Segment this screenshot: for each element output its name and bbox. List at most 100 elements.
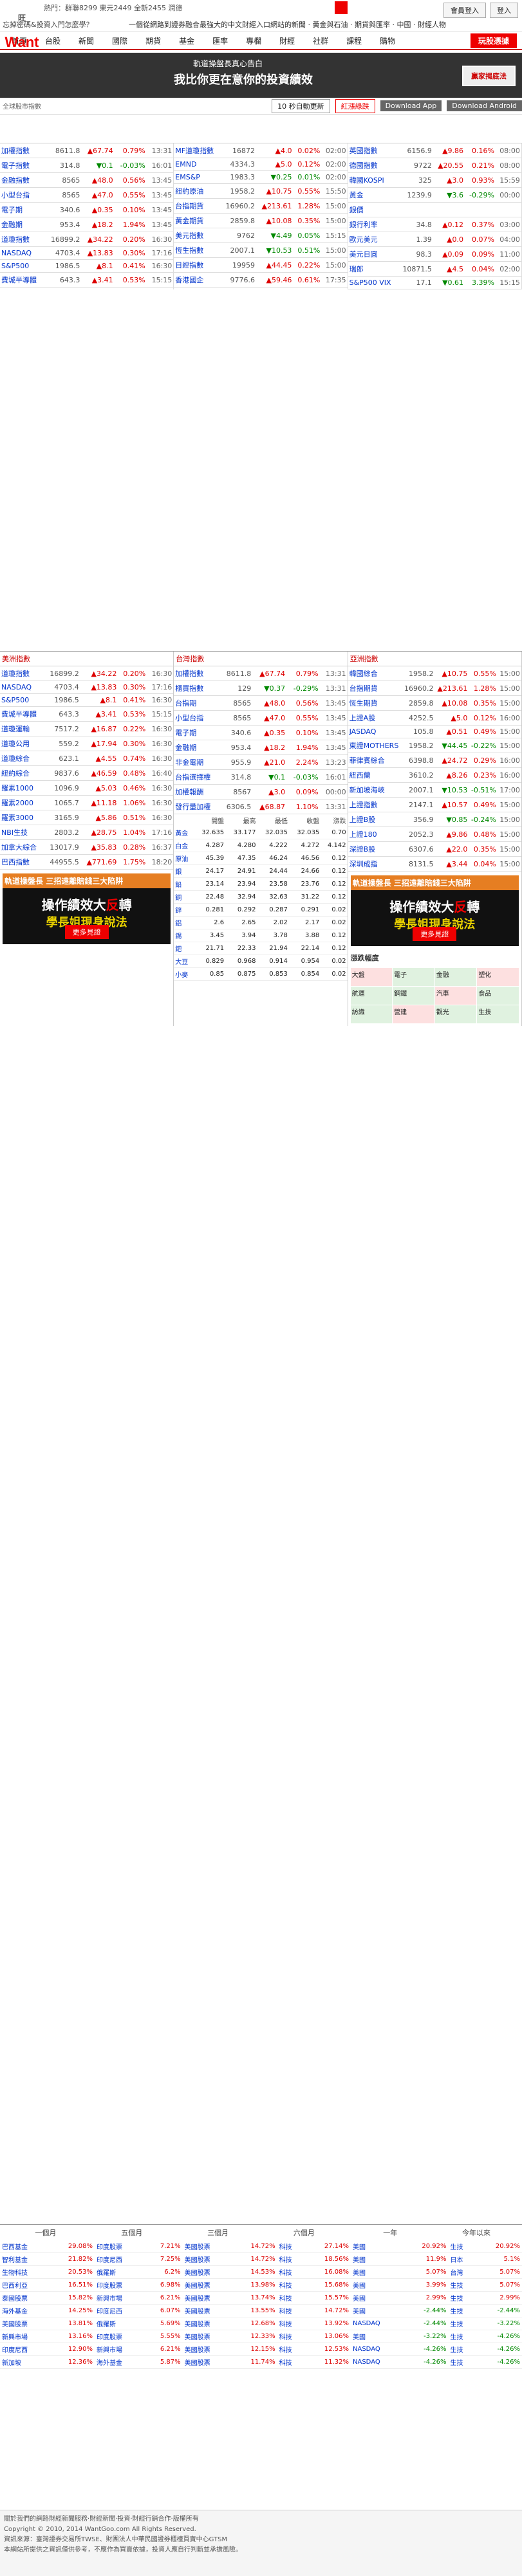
fund-name[interactable]: 生技: [448, 2343, 476, 2356]
fund-name[interactable]: 生技: [448, 2291, 476, 2305]
quote-row[interactable]: 上證B股 356.9 ▼0.85 -0.24% 15:00: [348, 812, 521, 827]
fund-name[interactable]: 新興市場: [95, 2291, 144, 2305]
quote-name[interactable]: 道瓊公用: [0, 736, 44, 751]
fund-row[interactable]: 生物科技 20.53% 俄羅斯 6.2% 美國股票 14.53% 科技 16.08% 美國 5.0…: [0, 2265, 522, 2279]
quote-row[interactable]: 美元指數 9762 ▼4.49 0.05% 15:15: [174, 228, 348, 243]
footer-links[interactable]: 關於我們的網路財經新聞服務·財經新聞·投資·財經行銷合作·版權所有: [4, 2516, 199, 2523]
period-tab[interactable]: 五個月: [121, 2229, 143, 2237]
quote-name[interactable]: 小型台指: [0, 187, 44, 203]
quote-row[interactable]: 深圳成指 8131.5 ▲3.44 0.04% 15:00: [348, 856, 521, 872]
quote-name[interactable]: 紐約原油: [174, 183, 221, 199]
quote-row[interactable]: MF道瓊指數 16872 ▲4.0 0.02% 02:00: [174, 143, 348, 158]
quote-name[interactable]: 深圳成指: [348, 856, 402, 872]
quote-row[interactable]: 恆生指數 2007.1 ▼10.53 0.51% 15:00: [174, 242, 348, 258]
quote-name[interactable]: 台指期貨: [348, 681, 402, 696]
quote-row[interactable]: 歐元美元 1.39 ▲0.0 0.07% 04:00: [348, 232, 521, 247]
quote-name[interactable]: NBI生技: [0, 825, 44, 840]
period-tab[interactable]: 今年以來: [462, 2229, 491, 2237]
quote-name[interactable]: 加權指數: [0, 143, 44, 158]
fund-name[interactable]: 泰國股票: [0, 2291, 49, 2305]
quote-name[interactable]: 香港國企: [174, 272, 221, 288]
fund-name[interactable]: 科技: [277, 2304, 305, 2317]
quote-row[interactable]: 上證指數 2147.1 ▲10.57 0.49% 15:00: [348, 797, 521, 812]
heatmap-cell[interactable]: 鋼鐵: [393, 987, 434, 1005]
commodity-row[interactable]: 銅 22.48 32.94 32.63 31.22 0.12: [174, 890, 348, 904]
fund-name[interactable]: 美國: [351, 2304, 402, 2317]
quote-name[interactable]: 道瓊綜合: [0, 751, 44, 766]
quote-row[interactable]: 台指選擇權 314.8 ▼0.1 -0.03% 16:01: [174, 769, 348, 785]
quote-name[interactable]: 金融期: [0, 217, 44, 232]
commodity-row[interactable]: 小麥 0.85 0.875 0.853 0.854 0.02: [174, 967, 348, 981]
quote-row[interactable]: 銀行利率 34.8 ▲0.12 0.37% 03:00: [348, 217, 521, 232]
color-toggle[interactable]: 紅漲綠跌: [335, 98, 375, 113]
fund-name[interactable]: 新興市場: [0, 2330, 49, 2343]
fund-name[interactable]: 俄羅斯: [95, 2265, 144, 2279]
commodity-row[interactable]: 鋁 2.6 2.65 2.02 2.17 0.02: [174, 916, 348, 929]
quote-row[interactable]: 上證180 2052.3 ▲9.86 0.48% 15:00: [348, 827, 521, 842]
quote-row[interactable]: 金融期 953.4 ▲18.2 1.94% 13:45: [0, 217, 174, 232]
ad-cta-button[interactable]: 贏家揭底法: [462, 66, 516, 86]
quote-name[interactable]: 歐元美元: [348, 232, 398, 247]
fund-name[interactable]: 美國股票: [182, 2265, 231, 2279]
fund-row[interactable]: 美國股票 13.81% 俄羅斯 5.69% 美國股票 12.68% 科技 13.92% NASD…: [0, 2317, 522, 2330]
fund-name[interactable]: 海外基金: [0, 2304, 49, 2317]
heatmap-cell[interactable]: 電子: [393, 968, 434, 986]
quote-row[interactable]: 道瓊運輸 7517.2 ▲16.87 0.22% 16:30: [0, 721, 174, 736]
quote-row[interactable]: 深證B股 6307.6 ▲22.0 0.35% 15:00: [348, 841, 521, 857]
quote-row[interactable]: 菲律賓綜合 6398.8 ▲24.72 0.29% 16:00: [348, 753, 521, 768]
fund-name[interactable]: 生技: [448, 2330, 476, 2343]
quote-row[interactable]: 紐約原油 1958.2 ▲10.75 0.55% 15:50: [174, 183, 348, 199]
quote-row[interactable]: 羅素1000 1096.9 ▲5.03 0.46% 16:30: [0, 780, 174, 796]
nav-item[interactable]: 首頁: [12, 36, 28, 46]
quote-name[interactable]: S&P500: [0, 259, 44, 273]
quote-name[interactable]: 加權報酬: [174, 784, 220, 799]
fund-name[interactable]: 美國股票: [182, 2330, 231, 2343]
fund-name[interactable]: 科技: [277, 2291, 305, 2305]
quote-row[interactable]: 發行量加權 6306.5 ▲68.87 1.10% 13:31: [174, 799, 348, 814]
quote-name[interactable]: 道瓊指數: [0, 666, 44, 681]
nav-item[interactable]: 社群: [313, 36, 329, 46]
fund-name[interactable]: 新興市場: [95, 2343, 144, 2356]
nav-item[interactable]: 期貨: [145, 36, 162, 46]
app-download-button[interactable]: Download App: [380, 100, 442, 111]
fund-name[interactable]: 美國: [351, 2291, 402, 2305]
nav-item[interactable]: 專欄: [246, 36, 262, 46]
quote-row[interactable]: 德國指數 9722 ▲20.55 0.21% 08:00: [348, 158, 521, 173]
side-ad[interactable]: 軌道操盤長 三招遠離賠錢三大陷阱 操作績效大反轉 學長姐現身說法 更多見證: [3, 873, 171, 944]
fund-name[interactable]: 生技: [448, 2317, 476, 2330]
quote-row[interactable]: 瑞郎 10871.5 ▲4.5 0.04% 02:00: [348, 261, 521, 277]
quote-row[interactable]: 費城半導體 643.3 ▲3.41 0.53% 15:15: [0, 706, 174, 722]
commodity-row[interactable]: 白金 4.287 4.280 4.222 4.272 4.142: [174, 839, 348, 852]
quote-row[interactable]: 銀價: [348, 202, 521, 217]
quote-name[interactable]: 羅素2000: [0, 795, 44, 810]
quote-name[interactable]: 道瓊指數: [0, 232, 44, 247]
quote-name[interactable]: 上證180: [348, 827, 402, 842]
fund-name[interactable]: 生技: [448, 2240, 476, 2253]
commodity-row[interactable]: 黃金 32.635 33.177 32.035 32.035 0.70: [174, 827, 348, 839]
quote-name[interactable]: 恆生指數: [174, 242, 221, 258]
quote-name[interactable]: NASDAQ: [0, 246, 44, 260]
fund-row[interactable]: 巴西基金 29.08% 印度股票 7.21% 美國股票 14.72% 科技 27.14% 美國 2…: [0, 2240, 522, 2253]
quote-row[interactable]: 加權報酬 8567 ▲3.0 0.09% 00:00: [174, 784, 348, 799]
commodity-row[interactable]: 錫 3.45 3.94 3.78 3.88 0.12: [174, 929, 348, 942]
fund-name[interactable]: 科技: [277, 2265, 305, 2279]
quote-name[interactable]: EMND: [174, 158, 221, 171]
heatmap-cell[interactable]: 金融: [434, 968, 477, 986]
fund-name[interactable]: 印度尼西: [95, 2252, 144, 2266]
quote-name[interactable]: EMS&P: [174, 170, 221, 184]
quote-name[interactable]: 上證指數: [348, 797, 402, 812]
fund-name[interactable]: 美國股票: [182, 2278, 231, 2292]
heatmap-cell[interactable]: 生技: [477, 1005, 519, 1023]
quote-row[interactable]: 台指期貨 16960.2 ▲213.61 1.28% 15:00: [348, 681, 521, 696]
fund-name[interactable]: 新加坡: [0, 2355, 49, 2369]
heatmap-cell[interactable]: 營建: [393, 1005, 434, 1023]
quote-row[interactable]: 小型台指 8565 ▲47.0 0.55% 13:45: [174, 710, 348, 726]
quote-name[interactable]: 非金電期: [174, 754, 220, 770]
quote-name[interactable]: 羅素1000: [0, 780, 44, 796]
quote-row[interactable]: S&P500 VIX 17.1 ▼0.61 3.39% 15:15: [348, 276, 521, 289]
help-link[interactable]: 忘掉密碼&投資入門怎麼學？: [3, 21, 93, 29]
side-ad-2[interactable]: 軌道操盤長 三招遠離賠錢三大陷阱 操作績效大反轉 學長姐現身說法 更多見證: [350, 875, 519, 946]
period-tab[interactable]: 三個月: [207, 2229, 229, 2237]
quote-row[interactable]: 加權指數 8611.8 ▲67.74 0.79% 13:31: [0, 143, 174, 158]
nav-item[interactable]: 國際: [112, 36, 128, 46]
